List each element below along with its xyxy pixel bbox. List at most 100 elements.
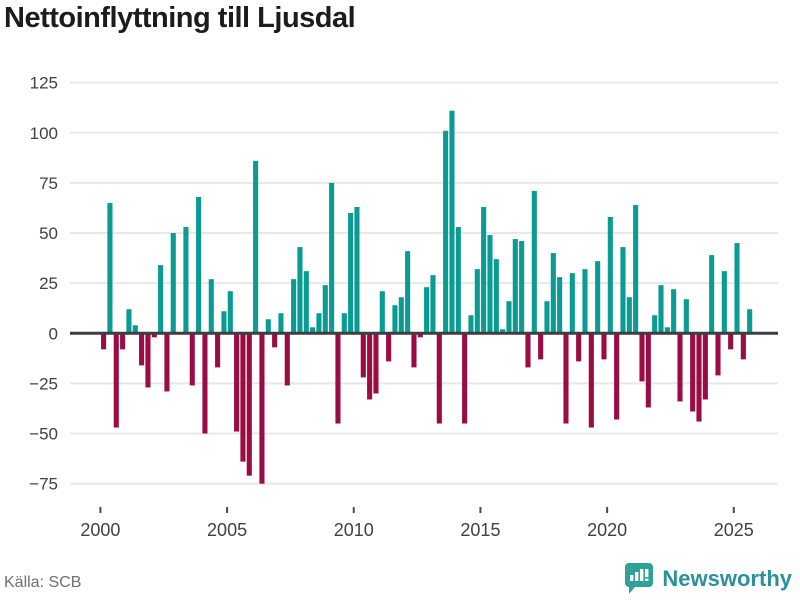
- bar-2002Q1: [151, 333, 157, 338]
- bar-2019Q3: [595, 261, 601, 334]
- bar-2020Q1: [607, 217, 613, 334]
- source-credit: Källa: SCB: [4, 574, 82, 591]
- bar-2017Q2: [538, 333, 544, 360]
- bar-2022Q4: [677, 333, 683, 402]
- y-axis-label: −50: [29, 425, 58, 444]
- bar-2021Q4: [652, 315, 658, 334]
- bar-2008Q4: [322, 285, 328, 334]
- bar-2018Q1: [557, 277, 563, 334]
- bar-2023Q3: [696, 333, 702, 422]
- bar-2009Q4: [348, 213, 354, 334]
- bar-2014Q3: [468, 315, 474, 334]
- bar-2004Q1: [202, 333, 208, 434]
- bar-2021Q1: [633, 204, 639, 334]
- bar-2005Q4: [246, 333, 252, 476]
- bar-2011Q1: [379, 291, 385, 334]
- bar-2013Q4: [449, 110, 455, 334]
- y-axis-label: 75: [39, 174, 58, 193]
- bar-2016Q3: [519, 241, 525, 334]
- x-axis-label: 2000: [80, 520, 120, 540]
- bar-2004Q4: [221, 311, 227, 334]
- bar-2001Q1: [126, 309, 132, 334]
- bar-2011Q4: [398, 297, 404, 334]
- bar-2003Q4: [196, 196, 202, 334]
- bar-2024Q2: [715, 333, 721, 376]
- bar-2005Q2: [234, 333, 240, 432]
- bar-2015Q2: [487, 235, 493, 334]
- bar-2005Q3: [240, 333, 246, 462]
- bar-2014Q2: [462, 333, 468, 424]
- bar-2025Q1: [734, 243, 740, 334]
- bar-2015Q3: [493, 259, 499, 334]
- bar-2003Q2: [183, 227, 189, 334]
- bar-2023Q2: [690, 333, 696, 412]
- bar-2004Q2: [208, 279, 214, 334]
- x-axis-label: 2005: [207, 520, 247, 540]
- bar-2022Q3: [671, 289, 677, 334]
- bar-2015Q4: [500, 329, 506, 334]
- bar-2003Q3: [189, 333, 195, 386]
- bar-2008Q1: [303, 271, 309, 334]
- bar-2014Q4: [474, 269, 480, 334]
- bar-2012Q2: [411, 333, 417, 368]
- bar-2024Q1: [709, 255, 715, 334]
- bar-2008Q3: [316, 313, 322, 334]
- bar-2017Q4: [550, 253, 556, 334]
- bar-2007Q4: [297, 247, 303, 334]
- bar-2001Q3: [139, 333, 145, 366]
- bar-2002Q3: [164, 333, 170, 392]
- bar-2006Q1: [253, 160, 259, 334]
- bar-2024Q3: [721, 271, 727, 334]
- bar-2006Q3: [265, 319, 271, 334]
- bar-2007Q1: [278, 313, 284, 334]
- bar-2014Q1: [455, 227, 461, 334]
- bar-2019Q2: [588, 333, 594, 428]
- bar-2012Q3: [417, 333, 423, 338]
- brand-logo: Newsworthy: [624, 562, 792, 596]
- bar-2000Q1: [101, 333, 107, 350]
- bar-2008Q2: [310, 327, 316, 334]
- bar-2019Q1: [582, 269, 588, 334]
- bar-2010Q3: [367, 333, 373, 400]
- bar-2009Q3: [341, 313, 347, 334]
- x-axis-label: 2025: [714, 520, 754, 540]
- bar-2013Q1: [430, 275, 436, 334]
- bar-2022Q1: [658, 285, 664, 334]
- bar-2018Q4: [576, 333, 582, 362]
- bar-2001Q4: [145, 333, 151, 388]
- bar-2000Q3: [113, 333, 119, 428]
- bar-2005Q1: [227, 291, 233, 334]
- bar-2012Q1: [405, 251, 411, 334]
- bar-2024Q4: [728, 333, 734, 350]
- x-axis-label: 2015: [460, 520, 500, 540]
- chart-title: Nettoinflyttning till Ljusdal: [4, 2, 356, 34]
- bar-2019Q4: [601, 333, 607, 360]
- bar-2000Q2: [107, 202, 113, 334]
- bar-2015Q1: [481, 206, 487, 334]
- bar-2017Q3: [544, 301, 550, 334]
- bar-2006Q2: [259, 333, 265, 484]
- y-axis-label: 0: [49, 324, 58, 343]
- x-axis-label: 2010: [334, 520, 374, 540]
- bar-2017Q1: [531, 190, 537, 334]
- bar-2007Q3: [291, 279, 297, 334]
- bar-2007Q2: [284, 333, 290, 386]
- bar-2011Q2: [386, 333, 392, 362]
- x-axis-label: 2020: [587, 520, 627, 540]
- y-axis-label: 50: [39, 224, 58, 243]
- bar-2021Q3: [645, 333, 651, 408]
- bar-2020Q2: [614, 333, 620, 420]
- bar-2023Q4: [702, 333, 708, 400]
- bar-2016Q1: [506, 301, 512, 334]
- bar-2010Q2: [360, 333, 366, 378]
- bar-2018Q2: [563, 333, 569, 424]
- bar-2020Q4: [626, 297, 632, 334]
- bar-2016Q2: [512, 239, 518, 334]
- bar-2018Q3: [569, 273, 575, 334]
- bar-2025Q3: [747, 309, 753, 334]
- y-axis-label: −75: [29, 475, 58, 494]
- y-axis-label: 100: [30, 124, 58, 143]
- bar-2011Q3: [392, 305, 398, 334]
